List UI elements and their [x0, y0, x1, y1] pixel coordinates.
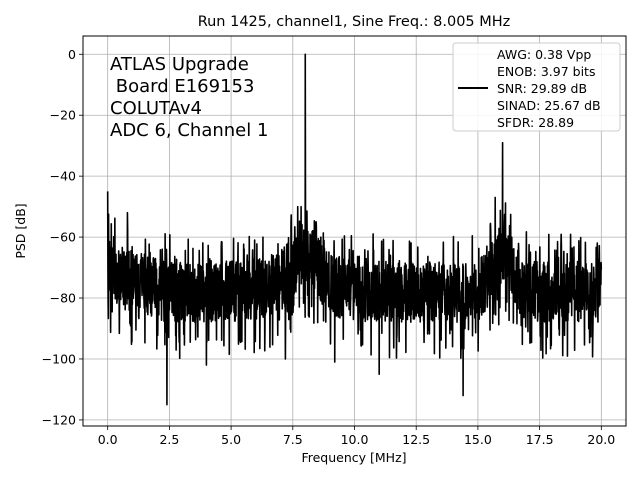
annotation-line-2: Board E169153	[110, 76, 254, 97]
x-tick-label: 15.0	[464, 432, 492, 447]
run-annotation: ATLAS Upgrade Board E169153 COLUTAv4 ADC…	[110, 54, 268, 141]
annotation-line-4: ADC 6, Channel 1	[110, 120, 268, 141]
x-axis-ticks: 0.0 2.5 5.0 7.5 10.0 12.5 15.0 17.5 20.0	[98, 426, 615, 447]
legend-line-4: SINAD: 25.67 dB	[497, 98, 601, 113]
x-tick-label: 10.0	[341, 432, 369, 447]
x-tick-label: 17.5	[526, 432, 554, 447]
annotation-line-1: ATLAS Upgrade	[110, 54, 249, 75]
legend: AWG: 0.38 Vpp ENOB: 3.97 bits SNR: 29.89…	[452, 42, 621, 132]
y-tick-label: −80	[50, 291, 76, 306]
psd-line	[106, 53, 603, 406]
y-tick-label: −60	[50, 230, 76, 245]
y-tick-label: −100	[42, 351, 76, 366]
x-tick-label: 2.5	[159, 432, 179, 447]
y-tick-label: 0	[68, 47, 76, 62]
chart-title: Run 1425, channel1, Sine Freq.: 8.005 MH…	[198, 14, 511, 30]
legend-line-2: ENOB: 3.97 bits	[497, 64, 595, 79]
x-tick-label: 12.5	[402, 432, 430, 447]
legend-line-1: AWG: 0.38 Vpp	[497, 47, 591, 62]
legend-line-3: SNR: 29.89 dB	[497, 81, 587, 96]
y-tick-label: −20	[50, 108, 76, 123]
x-tick-label: 20.0	[587, 432, 615, 447]
x-tick-label: 0.0	[98, 432, 118, 447]
legend-line-5: SFDR: 28.89	[497, 115, 574, 130]
y-tick-label: −40	[50, 169, 76, 184]
x-axis-label: Frequency [MHz]	[301, 450, 406, 465]
legend-box	[452, 42, 621, 132]
psd-series	[106, 53, 603, 406]
y-axis-label: PSD [dB]	[13, 203, 28, 258]
x-tick-label: 5.0	[221, 432, 241, 447]
y-axis-ticks: 0 −20 −40 −60 −80 −100 −120	[42, 47, 83, 427]
x-tick-label: 7.5	[283, 432, 303, 447]
y-tick-label: −120	[42, 412, 76, 427]
annotation-line-3: COLUTAv4	[110, 98, 202, 119]
